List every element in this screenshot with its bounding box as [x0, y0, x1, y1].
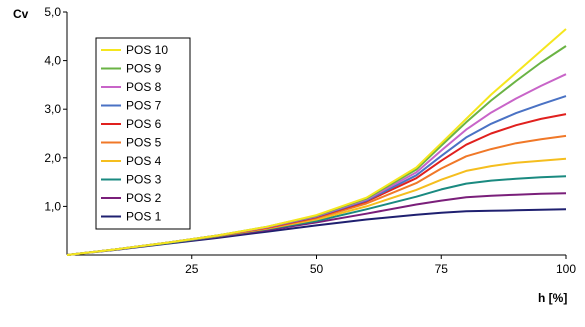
- legend-label: POS 8: [126, 80, 162, 94]
- series-lines: [66, 28, 567, 256]
- legend-label: POS 6: [126, 117, 162, 131]
- y-axis-title: Cv: [13, 7, 29, 21]
- y-tick-label: 3,0: [44, 102, 61, 116]
- axes: 1,0 2,0 3,0 4,0 5,0 25 50 75 100: [44, 5, 576, 276]
- legend: POS 10 POS 9 POS 8 POS 7 POS 6 POS 5 POS 4 POS …: [95, 37, 191, 230]
- y-tick-label: 4,0: [44, 54, 61, 68]
- legend-label: POS 9: [126, 62, 162, 76]
- x-axis-title: h [%]: [538, 291, 567, 305]
- legend-label: POS 5: [126, 136, 162, 150]
- legend-label: POS 10: [126, 43, 168, 57]
- x-tick-label: 50: [310, 262, 324, 276]
- legend-label: POS 3: [126, 173, 162, 187]
- legend-label: POS 7: [126, 99, 162, 113]
- legend-label: POS 1: [126, 210, 162, 224]
- y-tick-label: 2,0: [44, 151, 61, 165]
- series-line-pos-10: [66, 28, 567, 256]
- x-tick-label: 25: [185, 262, 199, 276]
- x-tick-label: 75: [435, 262, 449, 276]
- y-tick-label: 1,0: [44, 199, 61, 213]
- legend-label: POS 2: [126, 191, 162, 205]
- x-tick-label: 100: [556, 262, 576, 276]
- legend-label: POS 4: [126, 154, 162, 168]
- y-tick-label: 5,0: [44, 5, 61, 19]
